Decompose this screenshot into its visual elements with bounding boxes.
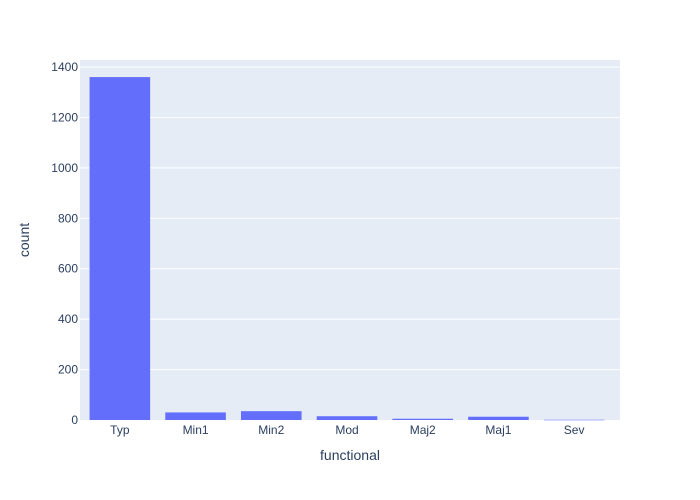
x-tick-label: Min1 bbox=[183, 423, 209, 437]
bar-sev[interactable] bbox=[543, 419, 605, 421]
x-tick-label: Maj1 bbox=[485, 423, 511, 437]
bar-maj1[interactable] bbox=[468, 416, 529, 420]
bar-typ[interactable] bbox=[89, 77, 151, 420]
plot-area bbox=[80, 60, 620, 420]
y-tick-label: 600 bbox=[58, 262, 78, 276]
y-tick-label: 200 bbox=[58, 363, 78, 377]
bar-mod[interactable] bbox=[316, 416, 378, 420]
y-tick-label: 1200 bbox=[51, 110, 78, 124]
x-tick-label: Typ bbox=[110, 423, 130, 437]
y-tick-label: 1000 bbox=[51, 161, 78, 175]
bar-min1[interactable] bbox=[165, 412, 226, 420]
y-axis-ticks: 0 200 400 600 800 1000 1200 1400 bbox=[51, 60, 78, 427]
x-tick-label: Sev bbox=[564, 423, 585, 437]
y-tick-label: 800 bbox=[58, 211, 78, 225]
y-tick-label: 1400 bbox=[51, 60, 78, 74]
bars bbox=[89, 77, 605, 421]
x-axis-title: functional bbox=[320, 447, 380, 463]
gridlines bbox=[80, 66, 620, 371]
bar-min2[interactable] bbox=[241, 411, 302, 420]
x-axis-ticks: Typ Min1 Min2 Mod Maj2 Maj1 Sev bbox=[110, 423, 584, 437]
x-tick-label: Mod bbox=[335, 423, 358, 437]
y-axis-title: count bbox=[16, 223, 32, 257]
bar-maj2[interactable] bbox=[392, 418, 453, 420]
y-tick-label: 0 bbox=[71, 413, 78, 427]
y-tick-label: 400 bbox=[58, 312, 78, 326]
x-tick-label: Min2 bbox=[258, 423, 284, 437]
x-tick-label: Maj2 bbox=[410, 423, 436, 437]
